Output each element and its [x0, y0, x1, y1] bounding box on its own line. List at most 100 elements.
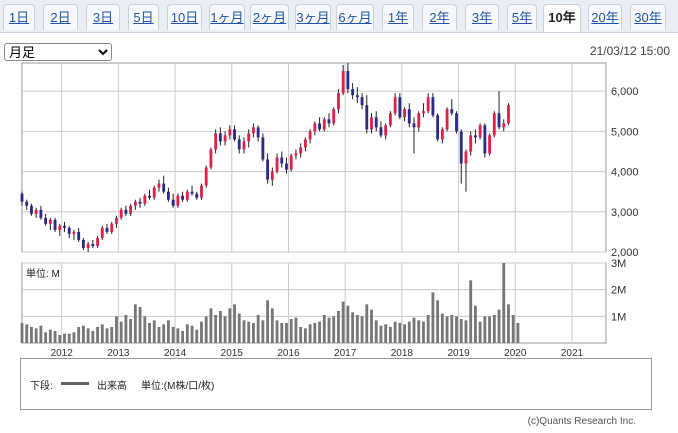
volume-bar	[431, 292, 435, 343]
volume-bar	[341, 301, 345, 343]
x-tick-label: 2017	[334, 348, 357, 359]
candle-up	[204, 167, 208, 186]
volume-bar	[403, 324, 406, 343]
volume-bar	[110, 327, 114, 343]
tab-1[interactable]: 2日	[43, 4, 78, 30]
volume-bar	[393, 321, 397, 343]
volume-bar	[469, 280, 473, 343]
tab-0[interactable]: 1日	[3, 4, 35, 30]
candle-down	[81, 239, 85, 248]
volume-bar	[233, 304, 236, 343]
tab-5[interactable]: 1ヶ月	[209, 4, 245, 30]
candle-up	[440, 129, 444, 140]
volume-bar	[407, 321, 411, 343]
candle-up	[247, 133, 251, 142]
x-tick-label: 2019	[447, 348, 470, 359]
candle-down	[256, 127, 260, 138]
timestamp: 21/03/12 15:00	[589, 44, 670, 58]
volume-bar	[280, 323, 284, 343]
volume-bar	[176, 328, 180, 343]
candle-up	[299, 147, 303, 154]
candle-up	[252, 127, 255, 134]
candle-down	[459, 131, 463, 164]
x-tick-label: 2018	[391, 348, 414, 359]
x-tick-label: 2014	[164, 348, 187, 359]
candle-down	[412, 123, 416, 128]
volume-bar	[488, 316, 491, 343]
candle-up	[185, 191, 189, 200]
price-y-tick-label: 5,000	[611, 126, 639, 138]
candle-up	[223, 135, 227, 142]
tab-11[interactable]: 3年	[465, 4, 499, 30]
candle-down	[124, 209, 128, 214]
candle-up	[157, 183, 161, 188]
tab-13[interactable]: 10年	[543, 4, 581, 32]
volume-bar	[492, 315, 496, 343]
volume-bar	[440, 313, 444, 343]
candle-up	[214, 133, 218, 150]
volume-bar	[322, 315, 326, 343]
candle-down	[436, 115, 440, 140]
volume-bar	[67, 333, 71, 343]
volume-bar	[308, 324, 312, 343]
candle-down	[407, 109, 411, 124]
legend-box: 下段: 出来高 単位:(M株/口/枚)	[20, 358, 652, 410]
stock-chart: 2012 2013 2014 2015 2016 2017 2018 2019 2020 2021…	[20, 62, 639, 359]
candle-down	[171, 199, 175, 206]
volume-bar	[171, 327, 175, 343]
candle-down	[181, 195, 184, 200]
candle-up	[469, 135, 473, 152]
candle-up	[308, 131, 312, 140]
volume-bar	[48, 329, 52, 343]
volume-y-tick-label: 3M	[611, 258, 626, 270]
candle-down	[162, 183, 166, 192]
x-tick-label: 2021	[561, 348, 584, 359]
tab-4[interactable]: 10日	[167, 4, 202, 30]
candle-up	[422, 111, 425, 114]
candle-down	[105, 227, 109, 232]
candle-up	[370, 117, 373, 130]
tab-3[interactable]: 5日	[128, 4, 159, 30]
volume-bar	[473, 305, 477, 343]
candle-up	[133, 201, 137, 206]
tab-12[interactable]: 5年	[507, 4, 537, 30]
tab-9[interactable]: 1年	[382, 4, 414, 30]
volume-bar	[209, 308, 213, 343]
volume-bar	[285, 323, 288, 343]
candle-down	[483, 125, 487, 154]
copyright: (c)Quants Research Inc.	[527, 416, 636, 427]
tab-7[interactable]: 3ヶ月	[295, 4, 331, 30]
volume-bar	[261, 320, 265, 343]
candle-up	[492, 113, 496, 136]
tab-15[interactable]: 30年	[630, 4, 666, 30]
volume-bar	[337, 311, 340, 343]
volume-y-tick-label: 2M	[611, 285, 626, 297]
tab-14[interactable]: 20年	[588, 4, 622, 30]
volume-bar	[365, 304, 369, 343]
volume-bar	[398, 323, 402, 343]
candle-up	[34, 209, 38, 214]
tab-10[interactable]: 2年	[422, 4, 457, 30]
volume-bar	[195, 329, 199, 343]
candle-down	[30, 205, 33, 214]
tab-8[interactable]: 6ヶ月	[336, 4, 374, 30]
candle-down	[63, 225, 66, 228]
tab-2[interactable]: 3日	[86, 4, 120, 30]
period-select[interactable]: 月足	[4, 43, 112, 61]
volume-y-tick-label: 1M	[611, 311, 626, 323]
volume-bar	[247, 321, 251, 343]
volume-bar	[86, 328, 90, 343]
candle-down	[138, 201, 142, 204]
volume-bar	[115, 316, 118, 343]
candle-up	[289, 155, 293, 170]
volume-bar	[436, 300, 440, 343]
candle-down	[374, 117, 378, 128]
volume-unit-label: 単位: M	[26, 269, 60, 280]
volume-bar	[133, 304, 137, 343]
volume-bar	[96, 327, 99, 343]
candle-up	[100, 227, 104, 238]
candle-down	[20, 193, 24, 202]
volume-bar	[152, 320, 156, 343]
tab-6[interactable]: 2ヶ月	[250, 4, 289, 30]
volume-bar	[370, 309, 373, 343]
